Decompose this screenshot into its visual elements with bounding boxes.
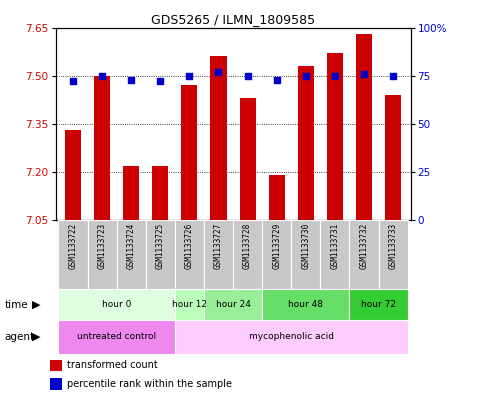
Bar	[349, 220, 379, 289]
Bar	[298, 66, 314, 220]
Bar	[175, 220, 204, 289]
Bar	[87, 220, 117, 289]
Text: GSM1133730: GSM1133730	[301, 223, 310, 269]
Bar	[269, 175, 284, 220]
Text: hour 12: hour 12	[172, 300, 207, 309]
Bar	[349, 289, 408, 320]
Title: GDS5265 / ILMN_1809585: GDS5265 / ILMN_1809585	[151, 13, 315, 26]
Bar	[50, 360, 62, 371]
Text: mycophenolic acid: mycophenolic acid	[249, 332, 334, 342]
Text: GSM1133733: GSM1133733	[389, 223, 398, 269]
Bar	[146, 220, 175, 289]
Bar	[291, 220, 320, 289]
Bar	[58, 220, 87, 289]
Bar	[175, 320, 408, 354]
Bar	[50, 378, 62, 390]
Point	[69, 78, 77, 84]
Point	[128, 76, 135, 83]
Point	[273, 76, 281, 83]
Text: transformed count: transformed count	[67, 360, 158, 371]
Bar	[379, 220, 408, 289]
Point	[98, 72, 106, 79]
Bar	[94, 75, 110, 220]
Bar	[262, 220, 291, 289]
Text: agent: agent	[5, 332, 35, 342]
Bar	[152, 165, 168, 220]
Point	[389, 72, 397, 79]
Text: GSM1133729: GSM1133729	[272, 223, 281, 269]
Bar	[123, 165, 139, 220]
Bar	[175, 289, 204, 320]
Text: GSM1133732: GSM1133732	[359, 223, 369, 269]
Text: ▶: ▶	[32, 332, 41, 342]
Text: ▶: ▶	[32, 299, 41, 310]
Text: GSM1133727: GSM1133727	[214, 223, 223, 269]
Bar	[211, 57, 227, 220]
Text: hour 24: hour 24	[215, 300, 251, 309]
Bar	[356, 34, 372, 220]
Text: GSM1133722: GSM1133722	[69, 223, 77, 269]
Bar	[117, 220, 146, 289]
Point	[244, 72, 252, 79]
Text: GSM1133725: GSM1133725	[156, 223, 165, 269]
Point	[185, 72, 193, 79]
Bar	[182, 85, 198, 220]
Point	[156, 78, 164, 84]
Text: GSM1133723: GSM1133723	[98, 223, 107, 269]
Point	[302, 72, 310, 79]
Bar	[385, 95, 401, 220]
Text: time: time	[5, 299, 28, 310]
Text: GSM1133731: GSM1133731	[330, 223, 340, 269]
Text: hour 0: hour 0	[102, 300, 131, 309]
Text: hour 72: hour 72	[361, 300, 396, 309]
Text: percentile rank within the sample: percentile rank within the sample	[67, 379, 232, 389]
Bar	[58, 289, 175, 320]
Bar	[58, 320, 175, 354]
Point	[331, 72, 339, 79]
Bar	[65, 130, 81, 220]
Text: GSM1133726: GSM1133726	[185, 223, 194, 269]
Bar	[262, 289, 349, 320]
Text: untreated control: untreated control	[77, 332, 156, 342]
Bar	[204, 220, 233, 289]
Bar	[327, 53, 343, 220]
Bar	[320, 220, 349, 289]
Point	[360, 71, 368, 77]
Text: hour 48: hour 48	[288, 300, 323, 309]
Point	[214, 69, 222, 75]
Text: GSM1133728: GSM1133728	[243, 223, 252, 269]
Bar	[233, 220, 262, 289]
Text: GSM1133724: GSM1133724	[127, 223, 136, 269]
Bar	[240, 98, 256, 220]
Bar	[204, 289, 262, 320]
